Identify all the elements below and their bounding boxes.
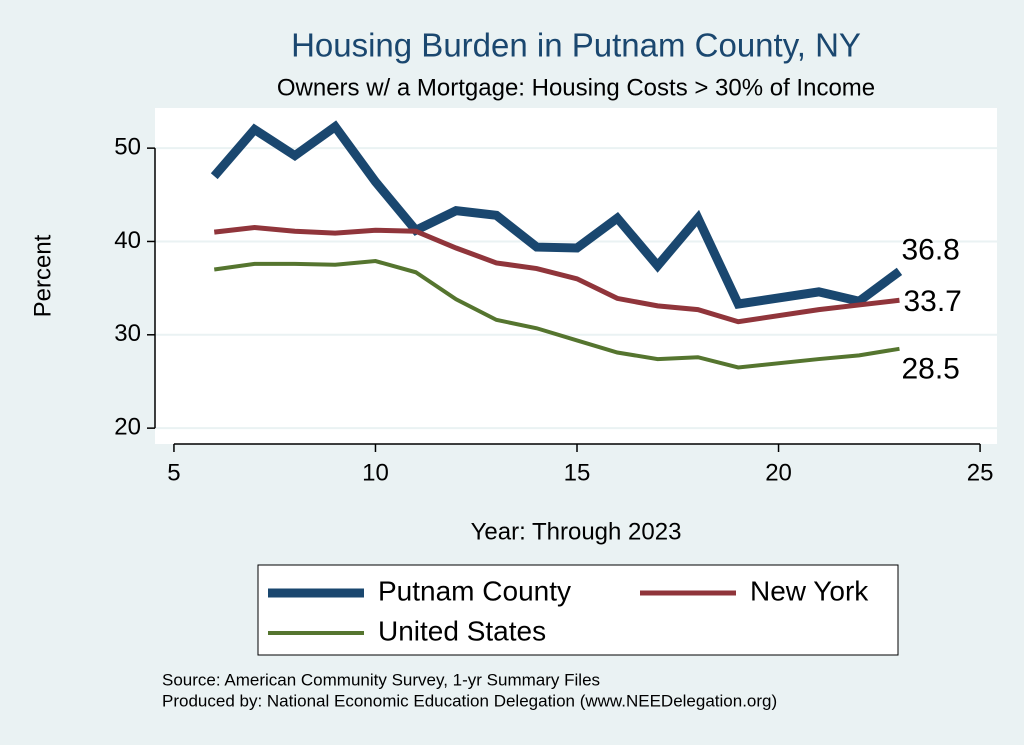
y-tick-label: 40 bbox=[114, 227, 141, 254]
x-tick-label: 20 bbox=[765, 459, 792, 486]
end-value-label: 33.7 bbox=[903, 285, 961, 318]
series-line bbox=[213, 224, 900, 325]
x-tick-label: 15 bbox=[564, 459, 591, 486]
end-value-label: 36.8 bbox=[901, 233, 959, 266]
y-tick-label: 30 bbox=[114, 320, 141, 347]
legend-label: United States bbox=[378, 615, 546, 646]
y-tick-label: 20 bbox=[114, 413, 141, 440]
end-value-label: 28.5 bbox=[901, 353, 959, 386]
source-note: Produced by: National Economic Education… bbox=[162, 691, 777, 710]
source-note: Source: American Community Survey, 1-yr … bbox=[162, 670, 600, 689]
y-axis-label: Percent bbox=[29, 234, 56, 317]
legend-label: Putnam County bbox=[378, 575, 571, 606]
series-line bbox=[213, 259, 900, 370]
legend-label: New York bbox=[750, 575, 869, 606]
series-line bbox=[210, 120, 903, 309]
legend-box bbox=[257, 564, 899, 656]
x-tick-label: 10 bbox=[362, 459, 389, 486]
x-tick-label: 5 bbox=[167, 459, 180, 486]
chart-title: Housing Burden in Putnam County, NY bbox=[291, 27, 861, 64]
x-tick-label: 25 bbox=[967, 459, 994, 486]
chart-subtitle: Owners w/ a Mortgage: Housing Costs > 30… bbox=[277, 74, 875, 101]
y-tick-label: 50 bbox=[114, 133, 141, 160]
x-axis-label: Year: Through 2023 bbox=[471, 518, 682, 545]
